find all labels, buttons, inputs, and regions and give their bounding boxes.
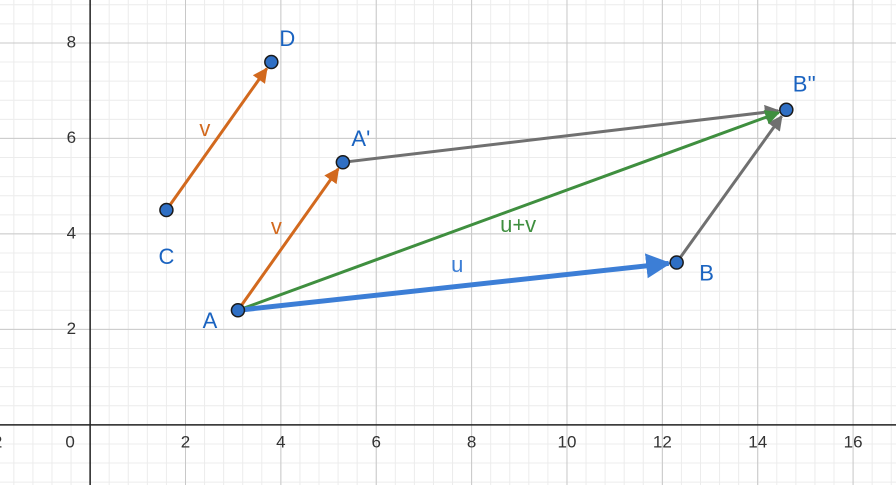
vector xyxy=(237,253,672,313)
x-tick-label: 16 xyxy=(844,432,863,451)
x-tick-label: 2 xyxy=(181,432,190,451)
y-tick-label: 4 xyxy=(67,223,76,242)
vector xyxy=(236,167,340,312)
point-label: D xyxy=(279,26,295,51)
x-tick-label: 8 xyxy=(467,432,476,451)
point xyxy=(779,102,794,118)
vector-label: v xyxy=(271,214,282,239)
x-tick-label: -2 xyxy=(0,432,2,451)
point xyxy=(159,202,174,218)
x-tick-label: 6 xyxy=(371,432,380,451)
vector xyxy=(342,104,780,164)
point xyxy=(264,54,279,70)
point-label: A' xyxy=(351,126,370,151)
point xyxy=(669,255,684,270)
y-tick-label: 6 xyxy=(67,128,76,147)
x-tick-label: 12 xyxy=(653,432,672,451)
vector-label: v xyxy=(199,116,210,141)
y-tick-label: 8 xyxy=(67,32,76,51)
vector xyxy=(675,115,783,264)
x-tick-label: 14 xyxy=(748,432,767,451)
point-label: B xyxy=(699,260,714,285)
x-tick-label: 10 xyxy=(558,432,577,451)
vector-label: u+v xyxy=(500,212,536,237)
x-tick-label: 4 xyxy=(276,432,285,451)
point-label: C xyxy=(158,244,174,269)
vector xyxy=(237,110,781,312)
point-label: A xyxy=(203,308,218,333)
x-tick-label: 0 xyxy=(65,432,74,451)
vector-label: u xyxy=(451,252,463,277)
y-tick-label: 2 xyxy=(67,319,76,338)
vector xyxy=(165,67,268,211)
point xyxy=(335,155,351,170)
point xyxy=(230,303,246,318)
point-label: B'' xyxy=(793,72,816,97)
